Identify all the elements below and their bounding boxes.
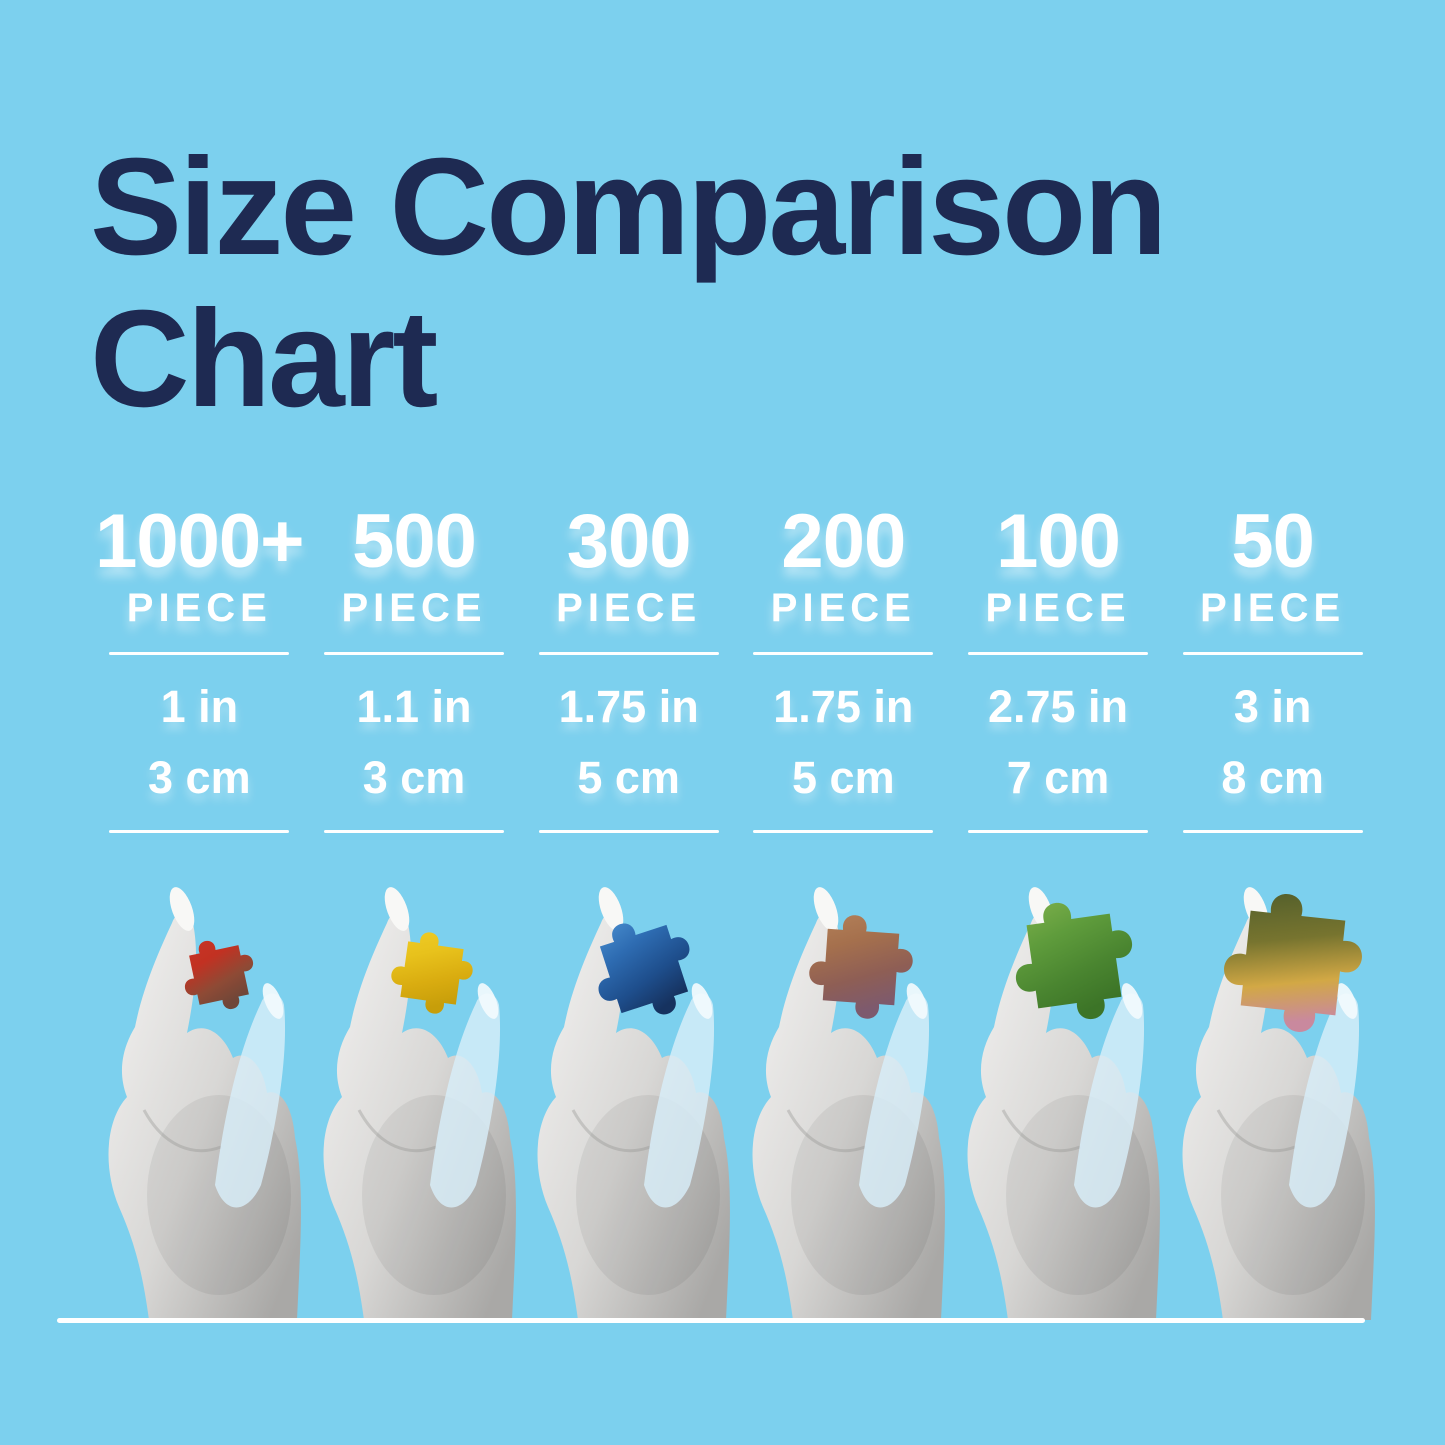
divider-line [967, 830, 1148, 834]
piece-count: 100 [996, 499, 1121, 584]
size-centimeters: 3 cm [362, 752, 466, 804]
page-title: Size Comparison Chart [90, 130, 1168, 437]
piece-count: 500 [352, 499, 477, 584]
size-centimeters: 5 cm [792, 752, 895, 804]
piece-count: 50 [1231, 499, 1315, 584]
size-inches: 1 in [160, 680, 239, 732]
size-inches: 1.1 in [356, 680, 472, 732]
size-inches: 1.75 in [558, 680, 699, 732]
piece-count: 300 [566, 499, 692, 584]
size-centimeters: 5 cm [577, 752, 680, 804]
size-centimeters: 7 cm [1006, 752, 1110, 804]
size-column-100: 100 PIECE 2.75 in 7 cm [951, 499, 1166, 834]
size-column-1000: 1000+ PIECE 1 in 3 cm [92, 499, 307, 834]
size-comparison-table: 1000+ PIECE 1 in 3 cm 500 PIECE 1.1 in 3… [92, 499, 1380, 834]
divider-line [753, 651, 934, 655]
piece-count-unit: PIECE [126, 585, 272, 630]
divider-line [1182, 651, 1363, 655]
divider-line [323, 651, 504, 655]
hands-illustration-row [0, 855, 1445, 1322]
hand-illustration-50 [1181, 882, 1377, 1322]
size-inches: 2.75 in [987, 680, 1129, 732]
divider-line [109, 651, 290, 655]
piece-count: 1000+ [95, 499, 304, 584]
baseline-rule [57, 1318, 1365, 1323]
piece-count-unit: PIECE [985, 585, 1131, 630]
piece-count-unit: PIECE [770, 585, 916, 630]
divider-line [1182, 830, 1363, 834]
piece-count: 200 [781, 499, 906, 584]
size-column-500: 500 PIECE 1.1 in 3 cm [307, 499, 522, 834]
piece-count-unit: PIECE [341, 585, 487, 630]
divider-line [753, 830, 934, 834]
divider-line [323, 830, 504, 834]
size-inches: 3 in [1233, 680, 1312, 732]
divider-line [109, 830, 290, 834]
size-inches: 1.75 in [773, 680, 914, 732]
piece-count-unit: PIECE [1200, 585, 1346, 630]
divider-line [538, 830, 719, 834]
divider-line [967, 651, 1148, 655]
size-column-200: 200 PIECE 1.75 in 5 cm [736, 499, 951, 834]
piece-count-unit: PIECE [556, 585, 702, 630]
divider-line [538, 651, 719, 655]
size-column-300: 300 PIECE 1.75 in 5 cm [521, 499, 736, 834]
size-centimeters: 3 cm [148, 752, 251, 804]
size-centimeters: 8 cm [1221, 752, 1324, 804]
size-column-50: 50 PIECE 3 in 8 cm [1165, 499, 1380, 834]
